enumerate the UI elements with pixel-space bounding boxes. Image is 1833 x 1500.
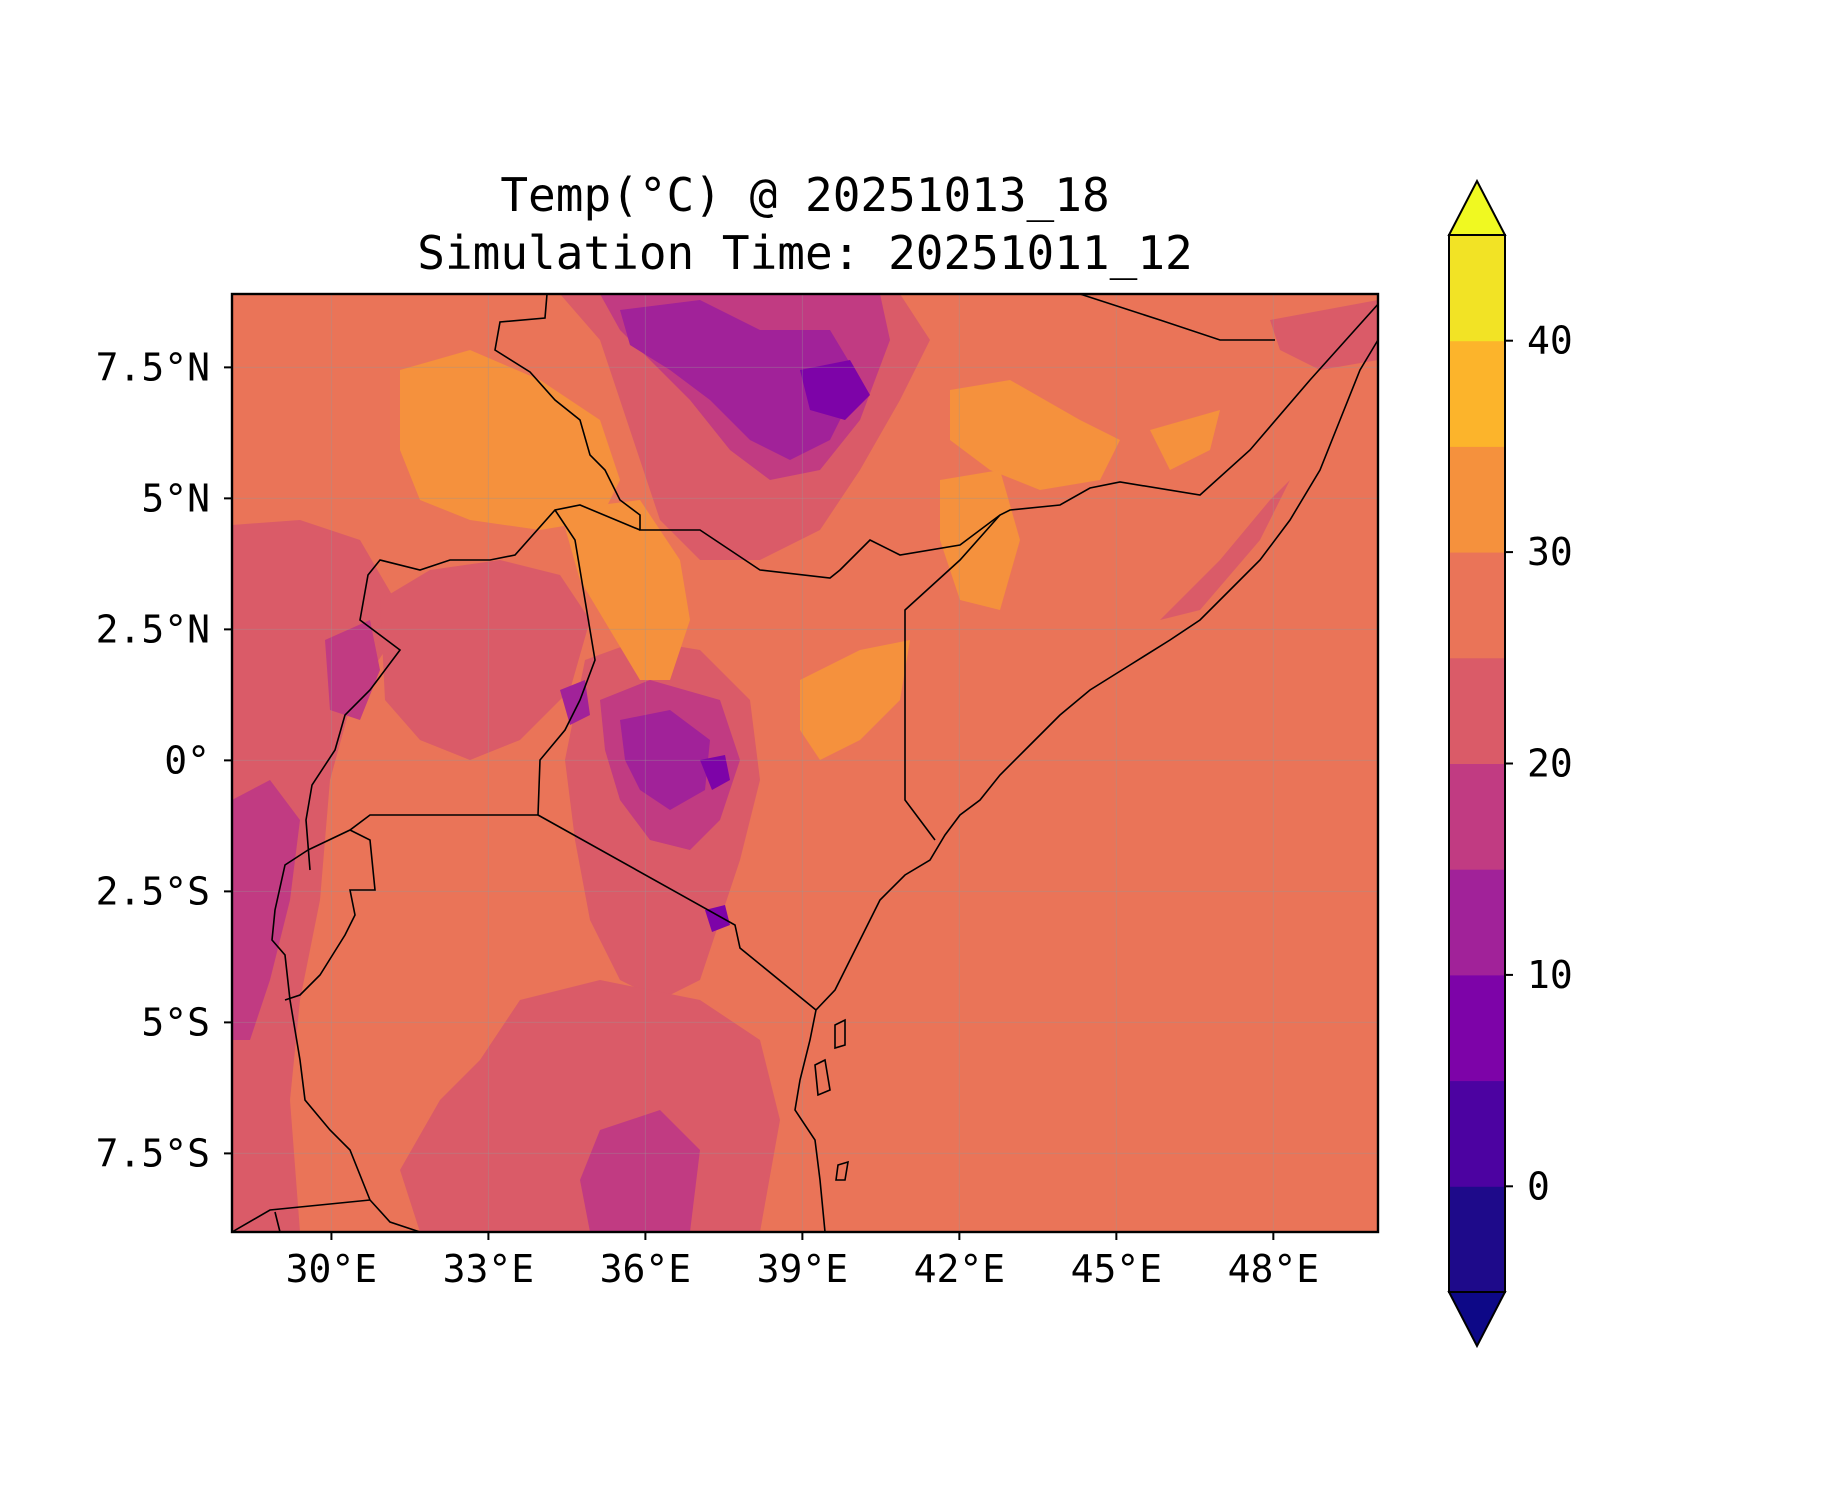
y-tick-label: 7.5°S bbox=[96, 1131, 210, 1175]
border-kenya-uganda bbox=[305, 504, 641, 871]
colorbar-bins bbox=[1449, 235, 1505, 1293]
colorbar-under-triangle bbox=[1447, 1291, 1507, 1349]
coastline-east-africa bbox=[794, 339, 1378, 1232]
colorbar-bin bbox=[1449, 235, 1505, 342]
x-tick-label: 36°E bbox=[600, 1247, 692, 1291]
map-frame bbox=[230, 292, 1380, 1234]
colorbar-bin bbox=[1449, 657, 1505, 764]
colorbar: 0 10 20 30 40 bbox=[1447, 178, 1573, 1349]
x-tick-label: 39°E bbox=[757, 1247, 849, 1291]
x-tick-label: 45°E bbox=[1071, 1247, 1163, 1291]
border-uganda-east bbox=[537, 509, 596, 816]
colorbar-bin bbox=[1449, 763, 1505, 870]
temp-zone-10-15-kenya bbox=[620, 710, 710, 810]
border-kenya-tanzania bbox=[537, 814, 817, 1011]
temp-zone-20-25-somalia-coast bbox=[1160, 480, 1290, 620]
longitude-axis: 30°E 33°E 36°E 39°E 42°E 45°E 48°E bbox=[286, 1232, 1319, 1291]
map-panel: 30°E 33°E 36°E 39°E 42°E 45°E 48°E 7.5°N 5°N 2.5… bbox=[96, 292, 1380, 1291]
country-borders bbox=[232, 294, 1378, 1232]
colorbar-tick-label: 0 bbox=[1527, 1164, 1550, 1208]
island-pemba bbox=[834, 1018, 846, 1050]
colorbar-over-triangle bbox=[1447, 178, 1507, 236]
colorbar-bin bbox=[1449, 1080, 1505, 1187]
x-tick-label: 48°E bbox=[1228, 1247, 1320, 1291]
map-subtitle: Simulation Time: 20251011_12 bbox=[417, 226, 1193, 280]
colorbar-tick-label: 10 bbox=[1527, 953, 1573, 997]
temp-zone-15-20-west bbox=[232, 780, 300, 1040]
border-zambia bbox=[232, 1199, 371, 1232]
y-tick-label: 0° bbox=[164, 738, 210, 782]
colorbar-bin bbox=[1449, 974, 1505, 1082]
island-mafia bbox=[835, 1160, 850, 1181]
island-zanzibar bbox=[814, 1058, 831, 1097]
latitude-axis: 7.5°N 5°N 2.5°N 0° 2.5°S 5°S 7.5°S bbox=[96, 345, 232, 1175]
temp-zone-5-10-mt-kenya bbox=[700, 755, 730, 790]
x-tick-label: 30°E bbox=[286, 1247, 378, 1291]
y-tick-label: 7.5°N bbox=[96, 345, 210, 389]
y-tick-label: 2.5°S bbox=[96, 869, 210, 913]
temp-zone-30-35-somalia-north bbox=[1150, 410, 1220, 470]
border-lake-victoria-south bbox=[307, 814, 538, 851]
temp-zone-15-20-rwenzori bbox=[325, 620, 380, 720]
x-tick-label: 33°E bbox=[443, 1247, 535, 1291]
border-rwanda-burundi bbox=[284, 829, 376, 1001]
colorbar-bin bbox=[1449, 869, 1505, 976]
map-gridlines bbox=[232, 294, 1378, 1232]
colorbar-tick-label: 40 bbox=[1527, 319, 1573, 363]
temp-zone-20-25-uganda-north bbox=[380, 560, 590, 760]
temp-zone-30-35-turkana bbox=[560, 500, 690, 680]
border-ethiopia-eritrea bbox=[1079, 294, 1275, 341]
temp-zone-20-25-west bbox=[232, 520, 395, 1232]
colorbar-bin bbox=[1449, 552, 1505, 659]
colorbar-bin bbox=[1449, 446, 1505, 553]
temp-zone-10-15-ethiopia bbox=[620, 300, 860, 460]
colorbar-ticks: 0 10 20 30 40 bbox=[1505, 319, 1573, 1208]
border-tanzania-mozambique-north bbox=[274, 1211, 281, 1232]
colorbar-bin bbox=[1449, 1186, 1505, 1293]
border-south-sudan-north bbox=[494, 294, 1378, 579]
temp-zone-20-25-horn bbox=[1270, 300, 1378, 370]
y-tick-label: 5°N bbox=[141, 476, 210, 520]
map-title: Temp(°C) @ 20251013_18 bbox=[500, 168, 1110, 222]
border-somalia-kenya bbox=[904, 514, 1001, 841]
temp-zone-15-20-tanzania bbox=[580, 1110, 700, 1232]
y-tick-label: 2.5°N bbox=[96, 607, 210, 651]
x-tick-label: 42°E bbox=[914, 1247, 1006, 1291]
temp-zone-30-35-south-sudan bbox=[400, 350, 620, 530]
y-tick-label: 5°S bbox=[141, 1000, 210, 1044]
colorbar-tick-label: 20 bbox=[1527, 742, 1573, 786]
temp-zone-30-35-north-kenya bbox=[940, 470, 1020, 610]
temp-zone-30-35-somali-region bbox=[950, 380, 1120, 490]
temp-zone-30-35-kenya-east bbox=[800, 640, 910, 760]
temperature-field bbox=[232, 294, 1378, 1232]
colorbar-tick-label: 30 bbox=[1527, 530, 1573, 574]
colorbar-bin bbox=[1449, 340, 1505, 447]
temp-zone-5-10-ethiopia bbox=[800, 360, 870, 420]
